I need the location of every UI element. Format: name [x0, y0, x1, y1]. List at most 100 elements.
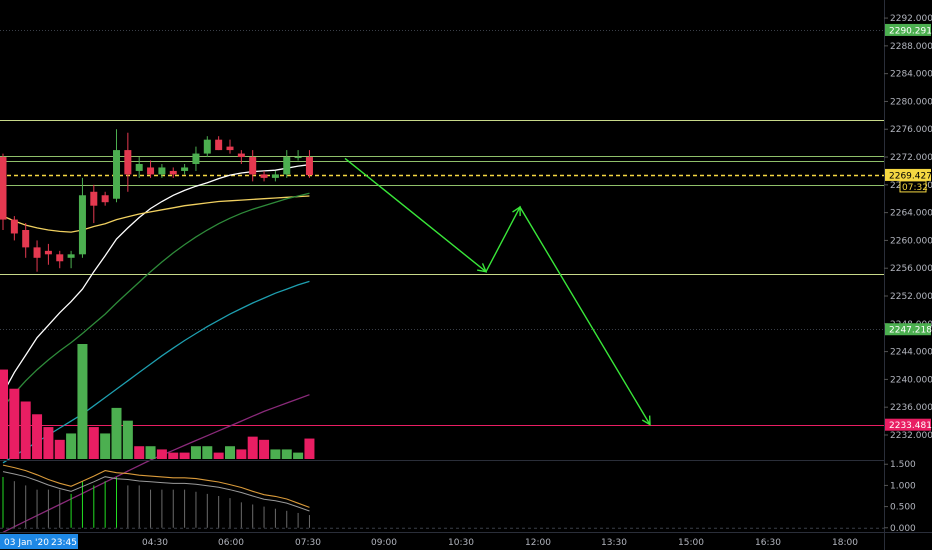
candle — [283, 150, 291, 178]
price-badge-label: 2233.481 — [889, 421, 932, 431]
candle — [147, 160, 155, 178]
candle-body — [22, 230, 30, 248]
date-badge-date: 03 Jan '20 — [4, 538, 49, 548]
price-badge-label: 2247.218 — [889, 326, 932, 336]
price-badge-label: 2269.427 — [889, 171, 932, 181]
candle-body — [67, 254, 75, 258]
time-tick-label: 13:30 — [601, 538, 627, 548]
candle-body — [294, 157, 302, 159]
time-tick-label: 07:30 — [295, 538, 321, 548]
indicator-pane — [0, 460, 932, 529]
candle-body — [101, 195, 109, 203]
volume-bar — [88, 427, 99, 459]
moving-average-line — [2, 164, 310, 394]
candle — [90, 184, 98, 224]
candle-body — [215, 139, 223, 151]
arrow-head — [641, 415, 651, 426]
candle-body — [260, 174, 268, 178]
candle — [203, 136, 211, 158]
candle — [192, 146, 200, 171]
candle — [56, 250, 64, 269]
volume-bar — [134, 446, 145, 459]
candle-body — [147, 167, 155, 175]
volume-bars — [0, 344, 315, 459]
time-tick-label: 06:00 — [218, 538, 244, 548]
candle — [158, 163, 166, 178]
candle — [271, 170, 279, 182]
moving-average-line — [2, 192, 310, 408]
candle-body — [158, 167, 166, 175]
candlesticks — [0, 129, 313, 272]
candle-body — [44, 250, 52, 255]
date-badge[interactable] — [0, 534, 78, 549]
candle — [249, 150, 257, 182]
price-badge — [885, 23, 931, 36]
volume-bar — [179, 452, 190, 459]
candle — [0, 153, 7, 230]
volume-bar — [0, 369, 8, 459]
volume-bar — [66, 433, 77, 459]
indicator-tick-label: 0.000 — [890, 524, 916, 534]
volume-bar — [293, 452, 304, 459]
arrow-head — [477, 263, 488, 273]
candle — [260, 170, 268, 182]
time-tick-label: 10:30 — [448, 538, 474, 548]
candle — [305, 150, 313, 178]
volume-bar — [111, 407, 122, 459]
price-tick-label: 2256.000 — [890, 264, 932, 274]
candle — [169, 167, 177, 178]
price-tick-label: 2236.000 — [890, 403, 932, 413]
price-badge — [885, 168, 931, 181]
price-tick-label: 2288.000 — [890, 42, 932, 52]
price-tick-label: 2280.000 — [890, 97, 932, 107]
price-axis[interactable]: 2292.000 2288.000 2284.000 2280.000 2276.000… — [884, 0, 932, 550]
volume-bar — [145, 446, 156, 459]
price-tick-label: 2244.000 — [890, 348, 932, 358]
candle — [226, 139, 234, 154]
volume-bar — [225, 446, 235, 459]
horizontal-levels — [0, 30, 884, 426]
indicator-tick-label: 1.500 — [890, 460, 916, 470]
candle-body — [305, 157, 313, 176]
volume-bar — [20, 401, 31, 459]
price-tick-label: 2284.000 — [890, 70, 932, 80]
candle-body — [203, 139, 211, 154]
candle — [33, 240, 41, 272]
time-axis[interactable]: 0004:3006:0007:3009:0010:3012:0013:3015:… — [0, 532, 932, 550]
candle-body — [226, 146, 234, 151]
volume-bar — [259, 439, 270, 459]
candle — [10, 216, 18, 241]
time-tick-label: 09:00 — [371, 538, 397, 548]
projection-arrow — [344, 157, 651, 426]
candle — [181, 163, 189, 175]
candle-body — [78, 195, 86, 255]
indicator-line — [2, 464, 310, 508]
price-badge-label: 2290.291 — [889, 26, 932, 36]
candle-body — [56, 254, 64, 262]
price-tick-label: 2252.000 — [890, 292, 932, 302]
time-tick-label: 16:30 — [755, 538, 781, 548]
price-axis-background — [884, 0, 932, 550]
volume-bar — [156, 449, 167, 459]
candle-body — [192, 153, 200, 164]
candle — [101, 191, 109, 206]
volume-bar — [202, 446, 213, 459]
price-tick-label: 2260.000 — [890, 236, 932, 246]
date-badge-time: 23:45 — [51, 538, 77, 548]
candle — [237, 150, 245, 164]
price-tick-label: 2240.000 — [890, 375, 932, 385]
volume-bar — [190, 446, 201, 459]
moving-average-line — [2, 394, 310, 533]
volume-bar — [304, 438, 315, 459]
candle-body — [283, 157, 291, 175]
countdown-label: 07:32 — [902, 183, 928, 193]
volume-bar — [247, 436, 258, 459]
time-tick-label: 04:30 — [142, 538, 168, 548]
candle-body — [249, 157, 257, 175]
candle — [135, 157, 143, 178]
projection-path — [344, 157, 651, 425]
candle-body — [90, 191, 98, 206]
candle-body — [237, 153, 245, 158]
volume-bar — [43, 427, 54, 459]
